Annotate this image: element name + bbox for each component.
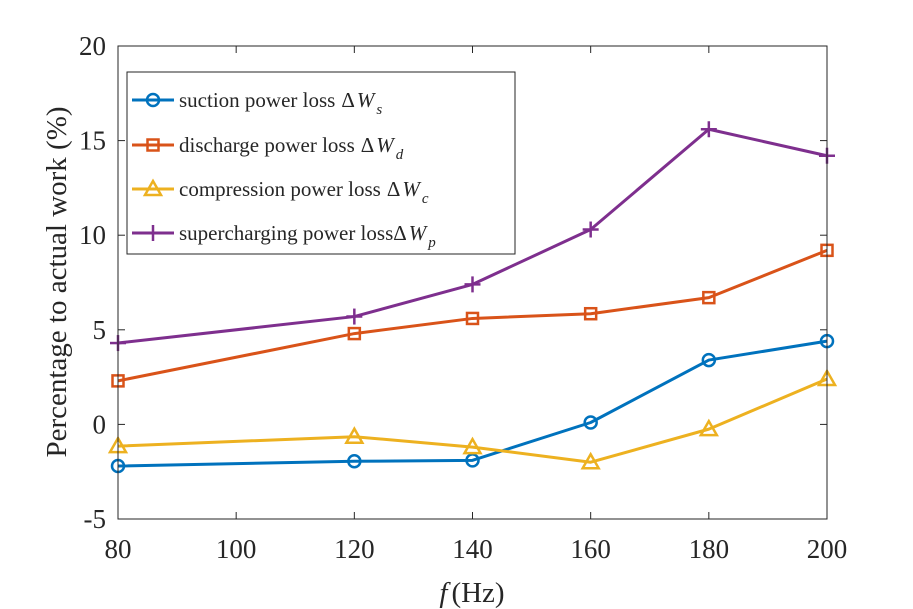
plot-frame [117, 45, 828, 520]
data-point-marker [583, 415, 598, 430]
y-tick-label: 10 [79, 220, 106, 250]
data-point-marker [465, 311, 480, 326]
legend-subscript: d [396, 147, 404, 163]
data-point-marker [344, 426, 365, 444]
data-point-marker [347, 454, 362, 469]
x-axis-unit: (Hz) [451, 577, 504, 609]
legend-marker [145, 92, 161, 108]
x-tick-labels: 80 100 120 140 160 180 200 [105, 534, 848, 564]
data-point-marker [583, 306, 598, 321]
legend-name: discharge power loss [179, 133, 355, 157]
x-tick-label: 120 [334, 534, 375, 564]
y-tick-label: 0 [93, 409, 107, 439]
legend-symbol: Δ [341, 88, 355, 112]
legend-label: suction power loss ΔW s [179, 88, 382, 118]
legend-symbol: Δ [361, 133, 375, 157]
y-tick-label: 5 [93, 315, 107, 345]
legend-symbol: Δ [387, 177, 401, 201]
data-point-marker [347, 326, 362, 341]
data-point-marker [580, 451, 601, 470]
series-line [117, 127, 828, 345]
legend-symbol-variable: W [376, 133, 396, 157]
data-point-marker [346, 308, 363, 325]
legend-marker [142, 178, 164, 197]
x-tick-label: 180 [689, 534, 730, 564]
legend-item: compression power loss ΔW c [132, 177, 429, 207]
x-tick-label: 140 [452, 534, 493, 564]
legend-item: supercharging power lossΔW p [132, 221, 436, 251]
legend-name: compression power loss [179, 177, 381, 201]
y-axis-title: Percentage to actual work (%) [41, 106, 73, 457]
legend-subscript: c [422, 191, 429, 207]
data-point-marker [702, 290, 716, 305]
legend-marker [145, 225, 161, 241]
legend-label: supercharging power lossΔW p [179, 221, 436, 251]
data-point-marker [462, 436, 483, 455]
legend-name: suction power loss [179, 88, 335, 112]
x-tick-label: 80 [105, 534, 132, 564]
legend-label: discharge power loss ΔW d [179, 133, 404, 163]
legend-box [126, 71, 516, 255]
y-tick-label: 15 [79, 126, 106, 156]
legend-item: suction power loss ΔW s [132, 88, 382, 118]
data-point-marker [698, 418, 719, 437]
data-point-marker [582, 221, 599, 238]
legend-symbol: Δ [393, 221, 407, 245]
legend-subscript: p [427, 235, 436, 251]
y-tick-labels: -5 0 5 10 15 20 [79, 31, 106, 534]
y-tick-label: -5 [84, 504, 107, 534]
legend-label: compression power loss ΔW c [179, 177, 429, 207]
legend-name: supercharging power loss [179, 221, 393, 245]
series-line [117, 339, 828, 468]
x-tick-label: 100 [216, 534, 257, 564]
legend-item: discharge power loss ΔW d [132, 133, 404, 163]
data-point-marker [700, 121, 717, 138]
legend-symbol-variable: W [402, 177, 422, 201]
y-tick-label: 20 [79, 31, 106, 61]
legend-symbol-variable: W [409, 221, 429, 245]
data-point-marker [464, 276, 481, 293]
x-tick-label: 200 [807, 534, 848, 564]
legend-subscript: s [376, 102, 382, 118]
series-line [117, 248, 828, 383]
legend-marker [146, 138, 160, 152]
legend-symbol-variable: W [357, 88, 377, 112]
data-point-marker [701, 352, 717, 368]
x-tick-label: 160 [570, 534, 611, 564]
series-line [117, 377, 828, 464]
